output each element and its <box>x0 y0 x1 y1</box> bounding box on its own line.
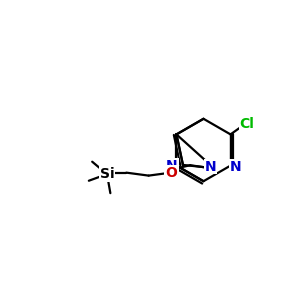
Text: Si: Si <box>100 167 114 181</box>
Text: N: N <box>166 159 178 172</box>
Text: N: N <box>205 160 216 174</box>
Text: Cl: Cl <box>239 117 254 131</box>
Text: N: N <box>230 160 242 174</box>
Text: O: O <box>165 166 177 180</box>
